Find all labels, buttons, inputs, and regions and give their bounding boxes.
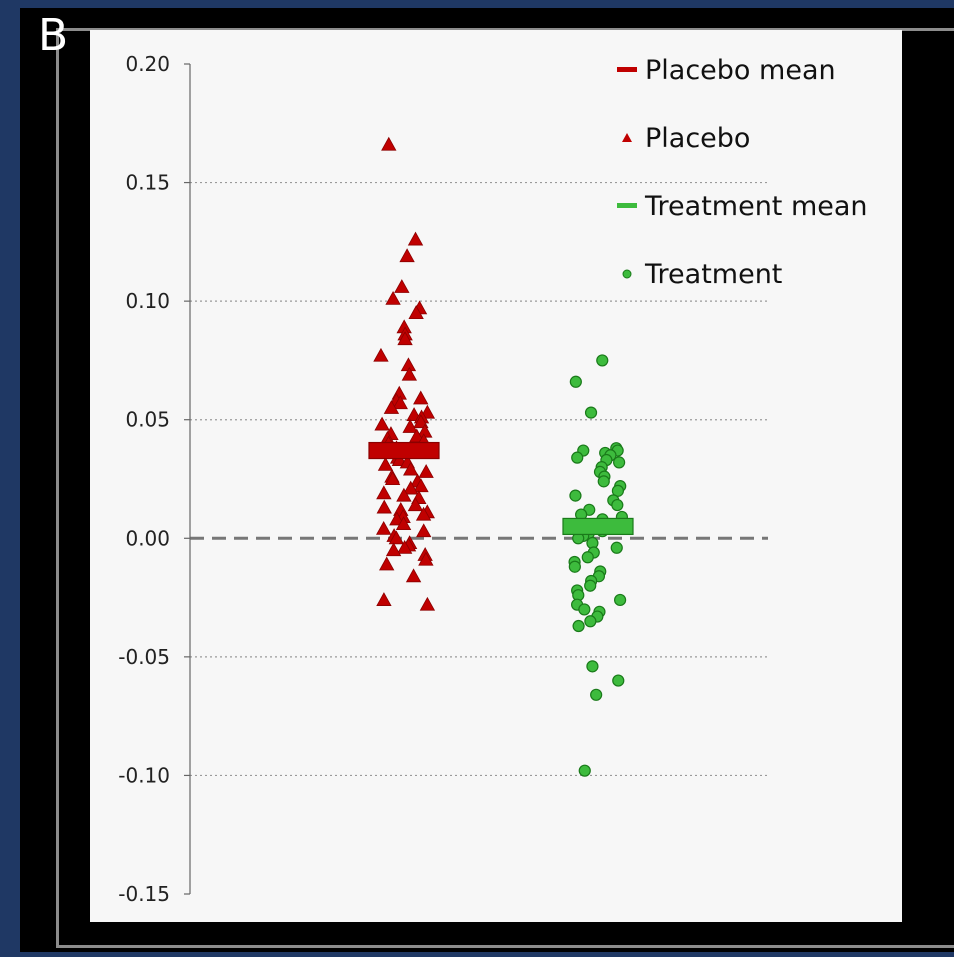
placebo-point: [389, 511, 405, 526]
treatment-point: [611, 498, 624, 512]
treatment-point: [569, 375, 582, 388]
treatment-point: [571, 451, 584, 464]
y-axis: 0.20 0.15 0.10 0.05 0.00 -0.05 -0.10 -0.15: [118, 52, 191, 906]
placebo-point: [405, 568, 422, 583]
placebo-point: [418, 464, 434, 478]
placebo-point: [413, 478, 429, 493]
placebo-point: [416, 523, 432, 538]
legend: Placebo mean Placebo Treatment mean Treatme…: [617, 55, 868, 290]
y-tick-label: -0.10: [118, 763, 170, 787]
legend-placebo-mean-label: Placebo mean: [645, 55, 836, 86]
placebo-point: [385, 290, 401, 305]
legend-marker-treatment: [622, 269, 632, 279]
placebo-point: [409, 428, 425, 443]
treatment-point: [584, 579, 597, 592]
placebo-point: [379, 556, 395, 571]
treatment-point: [596, 354, 609, 367]
placebo-point: [391, 452, 408, 467]
placebo-point: [403, 461, 419, 476]
legend-marker-placebo: [622, 133, 632, 142]
legend-placebo-label: Placebo: [645, 123, 750, 154]
placebo-point: [395, 516, 412, 531]
y-tick-label: -0.15: [118, 882, 170, 906]
treatment-point: [590, 688, 603, 701]
placebo-point: [383, 400, 400, 414]
placebo-point: [376, 499, 392, 514]
placebo-point: [408, 305, 424, 320]
mean-bars: [368, 441, 634, 536]
placebo-point: [376, 485, 392, 500]
treatment-point: [613, 456, 626, 469]
treatment-point: [612, 674, 625, 687]
treatment-point: [614, 593, 627, 607]
placebo-point: [399, 248, 415, 263]
legend-marker-placebo-mean: [617, 67, 637, 72]
legend-marker-treatment-mean: [617, 203, 637, 208]
placebo-point: [388, 530, 405, 545]
placebo-point: [413, 390, 429, 405]
y-tick-label: 0.10: [125, 289, 170, 313]
panel-label: B: [38, 10, 69, 61]
placebo-point: [401, 366, 418, 381]
placebo-point: [418, 551, 434, 566]
placebo-point: [385, 542, 402, 557]
placebo-mean-bar: [368, 441, 440, 460]
placebo-point: [402, 419, 418, 433]
treatment-point: [597, 475, 610, 488]
legend-treatment-mean-label: Treatment mean: [644, 191, 868, 222]
placebo-point: [392, 395, 408, 410]
placebo-point: [419, 596, 436, 611]
placebo-point: [394, 279, 410, 293]
placebo-point: [375, 520, 392, 535]
treatment-point: [578, 764, 591, 777]
treatment-point: [610, 541, 623, 554]
placebo-point: [396, 539, 413, 554]
placebo-point: [373, 347, 389, 362]
gridlines: [190, 181, 768, 777]
placebo-point: [415, 506, 432, 521]
treatment-point: [584, 406, 598, 419]
placebo-point: [403, 480, 419, 495]
y-tick-label: -0.05: [118, 645, 170, 669]
y-tick-label: 0.05: [125, 408, 170, 432]
placebo-point: [384, 471, 401, 486]
treatment-point: [584, 615, 597, 628]
y-tick-label: 0.00: [125, 526, 170, 550]
placebo-point: [381, 136, 397, 151]
treatment-point: [578, 603, 591, 616]
placebo-point: [396, 487, 412, 502]
placebo-point: [397, 331, 413, 346]
placebo-point: [407, 231, 424, 246]
treatment-point: [586, 660, 599, 673]
treatment-mean-bar: [562, 517, 634, 536]
placebo-point: [377, 456, 394, 471]
placebo-point: [374, 416, 390, 431]
treatment-point: [568, 560, 581, 573]
placebo-point: [407, 497, 424, 512]
placebo-point: [376, 592, 392, 606]
treatment-point: [572, 619, 585, 633]
y-tick-label: 0.20: [125, 52, 170, 76]
treatment-point: [581, 551, 594, 564]
legend-treatment-label: Treatment: [644, 259, 782, 290]
plot-background: [90, 30, 902, 922]
treatment-point: [569, 489, 582, 502]
y-tick-label: 0.15: [125, 171, 170, 195]
